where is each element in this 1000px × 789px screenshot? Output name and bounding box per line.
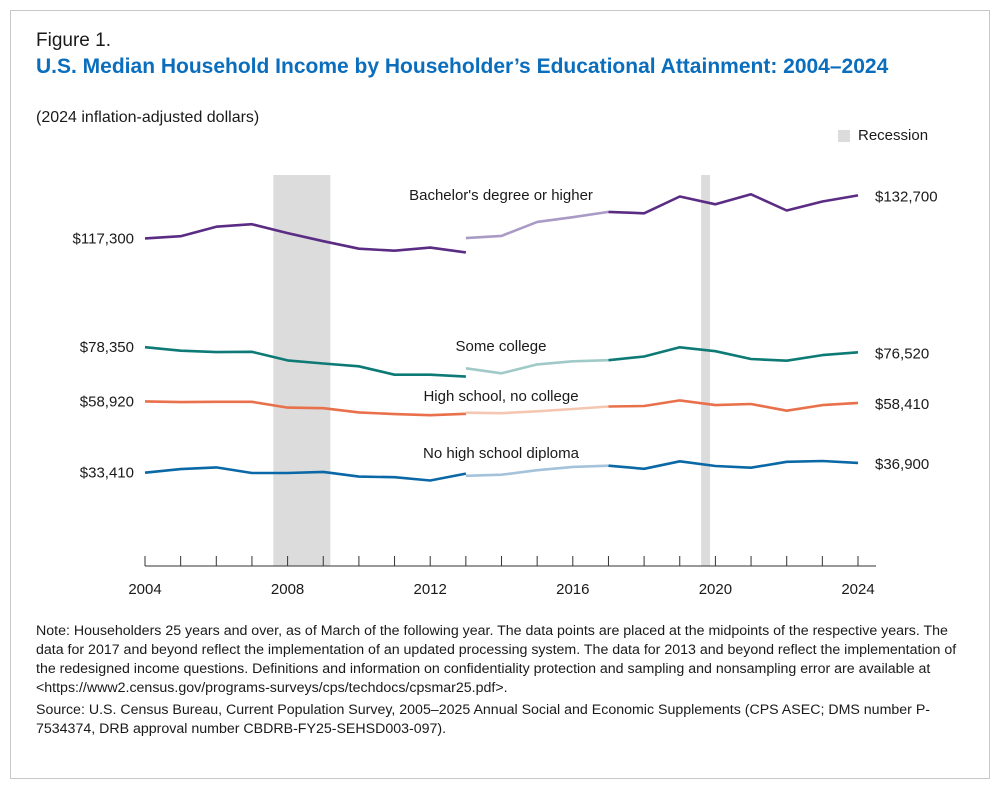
legend: Recession [838, 127, 928, 144]
note-text: Note: Householders 25 years and over, as… [36, 623, 957, 696]
x-tick-label-2008: 2008 [271, 581, 304, 598]
bachelor-s-degree-or-higher-series-label: Bachelor's degree or higher [409, 187, 593, 204]
high-school-no-college-first-value-label: $58,920 [80, 393, 134, 410]
figure-frame [10, 10, 990, 779]
no-high-school-diploma-first-value-label: $33,410 [80, 465, 134, 482]
figure-label: Figure 1. [36, 30, 111, 51]
source-text: Source: U.S. Census Bureau, Current Popu… [36, 702, 931, 737]
high-school-no-college-last-value-label: $58,410 [875, 396, 929, 413]
recession-legend-label: Recession [858, 127, 929, 144]
bachelor-s-degree-or-higher-line-2017-2024 [608, 193, 859, 215]
x-axis: 2004 2008 2012 2016 2020 2024 [128, 556, 876, 598]
x-tick-label-2020: 2020 [699, 581, 732, 598]
value-labels: $117,300 $132,700 Bachelor's degree or hig… [73, 187, 938, 482]
some-college-line-2017-2024 [608, 345, 859, 363]
x-tick-label-2012: 2012 [414, 581, 447, 598]
x-tick-label-2016: 2016 [556, 581, 589, 598]
series-lines [144, 193, 859, 482]
high-school-no-college-line-2013-2017 [465, 405, 609, 415]
some-college-line-2004-2013 [144, 345, 466, 378]
some-college-series-label: Some college [456, 338, 547, 355]
x-tick-label-2024: 2024 [841, 581, 874, 598]
no-high-school-diploma-line-2013-2017 [465, 464, 609, 478]
no-high-school-diploma-line-2004-2013 [144, 466, 467, 482]
some-college-first-value-label: $78,350 [80, 339, 134, 356]
x-tick-label-2004: 2004 [128, 581, 161, 598]
notes-block: Note: Householders 25 years and over, as… [36, 622, 966, 739]
bachelor-s-degree-or-higher-line-2004-2013 [144, 222, 467, 254]
high-school-no-college-line-2004-2013 [144, 400, 466, 417]
high-school-no-college-series-label: High school, no college [423, 388, 578, 405]
bachelor-s-degree-or-higher-first-value-label: $117,300 [73, 230, 134, 247]
no-high-school-diploma-last-value-label: $36,900 [875, 456, 929, 473]
chart-subtitle: (2024 inflation-adjusted dollars) [36, 109, 260, 126]
chart-title: U.S. Median Household Income by Househol… [36, 55, 889, 78]
recession-bands [273, 175, 711, 566]
bachelor-s-degree-or-higher-last-value-label: $132,700 [875, 188, 938, 205]
high-school-no-college-line-2017-2024 [608, 399, 859, 413]
no-high-school-diploma-series-label: No high school diploma [423, 445, 580, 462]
recession-band-1 [273, 175, 331, 566]
bachelor-s-degree-or-higher-line-2013-2017 [465, 210, 609, 240]
recession-band-2 [701, 175, 711, 566]
no-high-school-diploma-line-2017-2024 [608, 459, 859, 471]
some-college-line-2013-2017 [465, 358, 609, 375]
some-college-last-value-label: $76,520 [875, 345, 929, 362]
recession-swatch [838, 129, 850, 142]
